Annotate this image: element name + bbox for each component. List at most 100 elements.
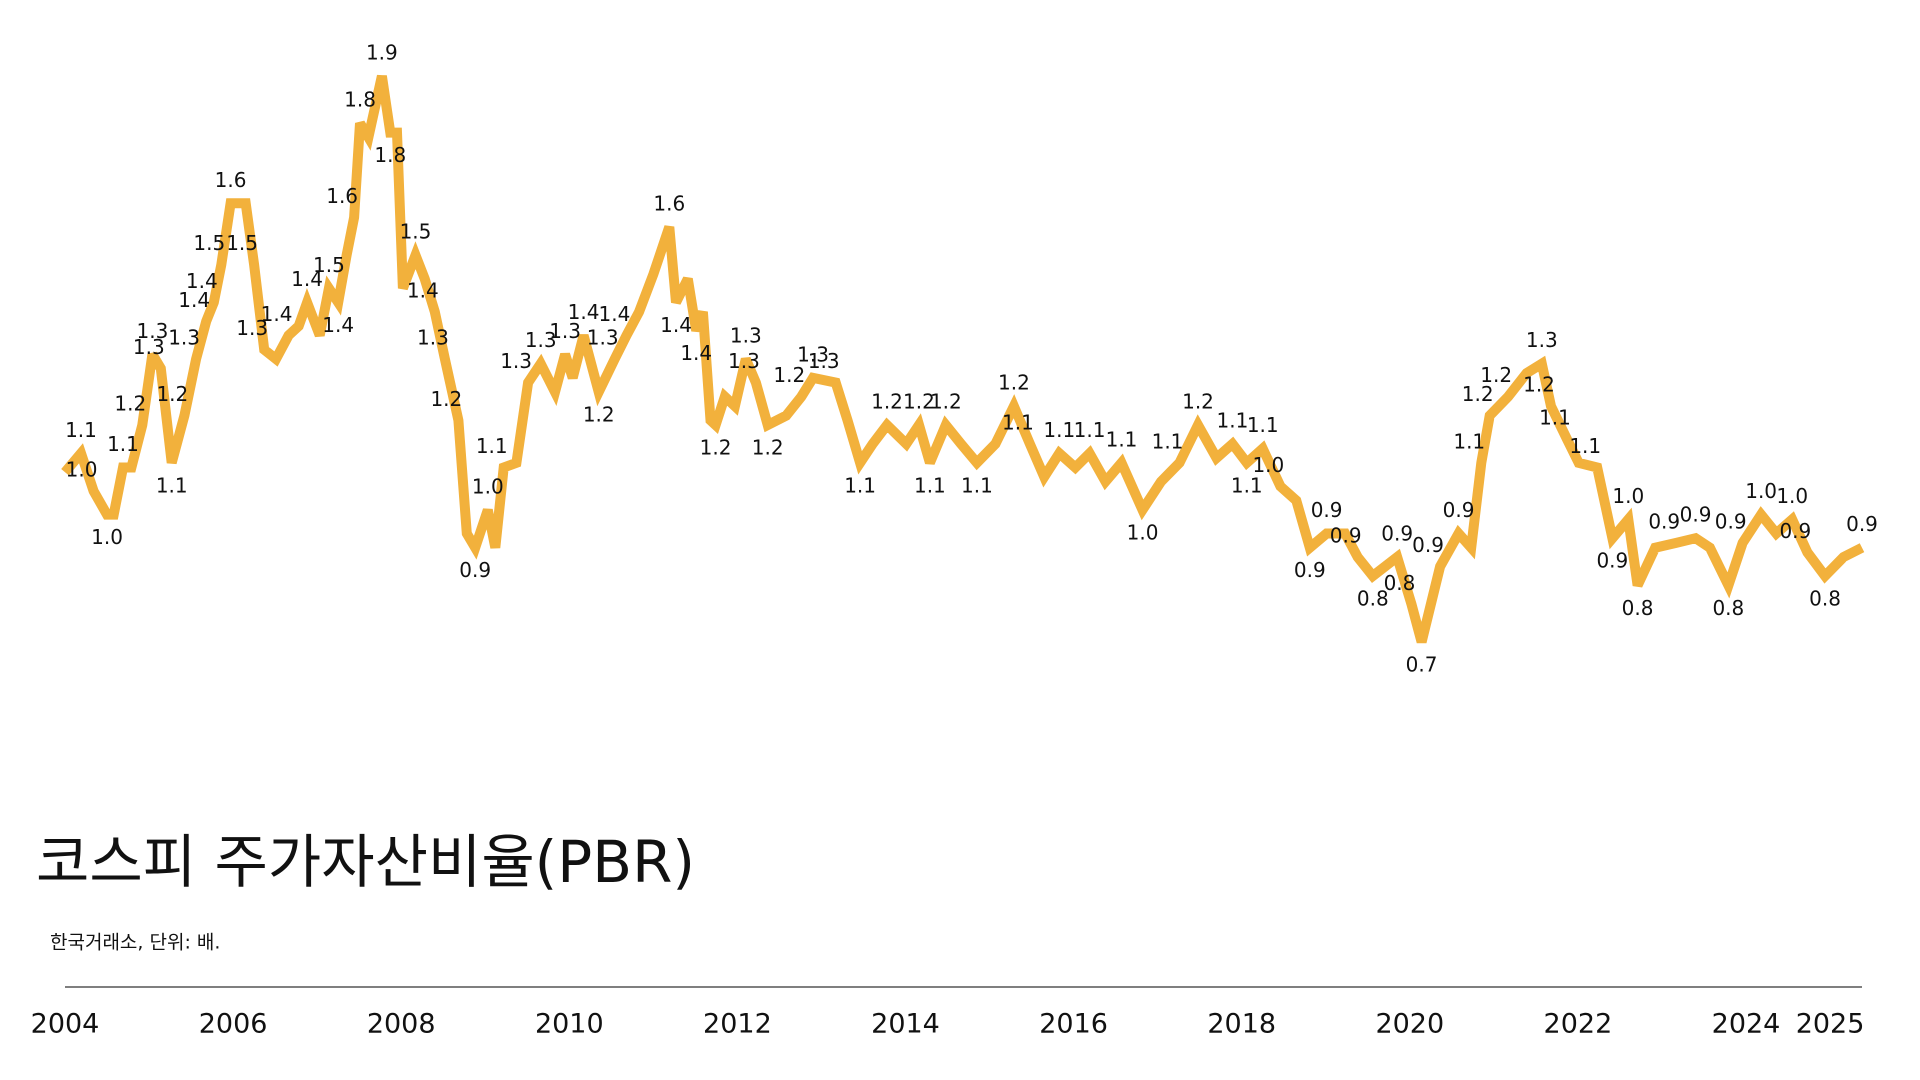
data-label: 0.8 <box>1384 571 1416 595</box>
data-label: 1.1 <box>1453 429 1485 453</box>
data-label: 0.9 <box>1596 549 1628 573</box>
data-label: 1.5 <box>400 220 432 244</box>
x-tick-label: 2025 <box>1796 1009 1865 1040</box>
data-label: 0.8 <box>1357 586 1389 610</box>
chart-title: 코스피 주가자산비율(PBR) <box>36 828 695 896</box>
data-label: 0.9 <box>1715 509 1747 533</box>
data-label: 0.9 <box>1846 512 1878 536</box>
data-label: 1.2 <box>156 382 188 406</box>
data-label: 1.4 <box>261 302 293 326</box>
data-label: 1.0 <box>66 458 98 482</box>
data-label: 1.3 <box>500 349 532 373</box>
x-tick-label: 2004 <box>31 1009 100 1040</box>
data-label: 0.9 <box>1443 498 1475 522</box>
data-label: 1.6 <box>653 191 685 215</box>
data-label: 1.1 <box>1569 434 1601 458</box>
data-label: 1.4 <box>680 341 712 365</box>
data-label: 1.1 <box>156 473 188 497</box>
data-label: 1.3 <box>133 335 165 359</box>
x-tick-label: 2008 <box>367 1009 436 1040</box>
data-label: 1.1 <box>1043 418 1075 442</box>
x-tick-label: 2022 <box>1544 1009 1613 1040</box>
data-label: 0.9 <box>459 558 491 582</box>
data-label: 1.0 <box>472 474 504 498</box>
data-label: 1.1 <box>1074 418 1106 442</box>
data-label: 0.8 <box>1622 596 1654 620</box>
data-label: 0.9 <box>1381 522 1413 546</box>
data-label: 1.3 <box>137 319 169 343</box>
data-label: 1.0 <box>91 525 123 549</box>
data-label: 1.4 <box>660 313 692 337</box>
data-label: 0.9 <box>1330 524 1362 548</box>
data-label: 1.0 <box>1745 479 1777 503</box>
data-label: 1.2 <box>903 390 935 414</box>
data-label: 0.8 <box>1809 586 1841 610</box>
data-label: 1.6 <box>326 184 358 208</box>
data-label: 1.3 <box>417 326 449 350</box>
data-label: 1.4 <box>186 269 218 293</box>
x-tick-label: 2018 <box>1207 1009 1276 1040</box>
data-label: 1.3 <box>730 324 762 348</box>
data-label: 1.3 <box>587 326 619 350</box>
data-line <box>61 74 1865 644</box>
x-tick-label: 2012 <box>703 1009 772 1040</box>
data-label: 1.0 <box>1612 484 1644 508</box>
x-tick-label: 2010 <box>535 1009 604 1040</box>
data-label: 1.1 <box>914 473 946 497</box>
data-label: 1.9 <box>366 41 398 65</box>
data-label: 1.4 <box>407 278 439 302</box>
data-label: 1.0 <box>1252 453 1284 477</box>
data-label: 1.2 <box>583 403 615 427</box>
data-label: 1.3 <box>797 342 829 366</box>
data-label: 1.2 <box>1462 382 1494 406</box>
data-label: 1.1 <box>844 473 876 497</box>
data-label: 0.9 <box>1648 509 1680 533</box>
data-label: 1.4 <box>599 302 631 326</box>
data-label: 1.3 <box>728 349 760 373</box>
data-label: 1.1 <box>1539 406 1571 430</box>
data-label: 1.3 <box>168 326 200 350</box>
data-label: 1.2 <box>871 390 903 414</box>
data-label: 1.5 <box>313 253 345 277</box>
data-label: 0.7 <box>1406 653 1438 677</box>
data-label: 1.6 <box>215 168 247 192</box>
data-label: 1.2 <box>1182 390 1214 414</box>
data-label: 0.9 <box>1680 503 1712 527</box>
data-label: 1.1 <box>1247 413 1279 437</box>
data-label: 1.8 <box>344 88 376 112</box>
data-label: 1.2 <box>430 387 462 411</box>
x-tick-label: 2024 <box>1712 1009 1781 1040</box>
data-label: 1.2 <box>114 392 146 416</box>
data-label: 1.1 <box>65 418 97 442</box>
data-label: 1.1 <box>1152 429 1184 453</box>
chart-subtitle: 한국거래소, 단위: 배. <box>50 932 220 954</box>
data-label: 0.9 <box>1412 533 1444 557</box>
data-label: 1.5 <box>226 231 258 255</box>
data-label: 1.1 <box>1217 408 1249 432</box>
data-label: 1.3 <box>808 349 840 373</box>
data-label: 1.4 <box>178 288 210 312</box>
data-label: 1.3 <box>525 328 557 352</box>
data-label: 1.3 <box>549 319 581 343</box>
data-label: 0.8 <box>1712 596 1744 620</box>
x-tick-label: 2006 <box>199 1009 268 1040</box>
data-label: 1.1 <box>1002 410 1034 434</box>
data-label: 1.3 <box>1526 328 1558 352</box>
data-label: 1.1 <box>1106 427 1138 451</box>
data-label: 1.2 <box>1480 363 1512 387</box>
data-label: 1.5 <box>193 231 225 255</box>
data-label: 0.9 <box>1294 558 1326 582</box>
data-label: 1.1 <box>107 432 139 456</box>
data-label: 1.2 <box>700 436 732 460</box>
data-label: 1.3 <box>236 316 268 340</box>
data-label: 1.2 <box>998 371 1030 395</box>
x-tick-label: 2020 <box>1375 1009 1444 1040</box>
data-label: 1.8 <box>374 143 406 167</box>
data-label: 1.1 <box>961 473 993 497</box>
data-label: 1.2 <box>773 363 805 387</box>
data-label: 1.2 <box>752 436 784 460</box>
x-tick-label: 2016 <box>1039 1009 1108 1040</box>
data-label: 1.2 <box>1523 373 1555 397</box>
